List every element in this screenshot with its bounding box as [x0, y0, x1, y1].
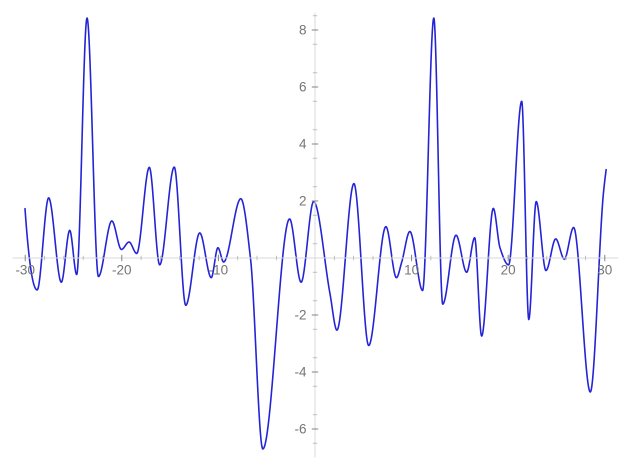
svg-text:10: 10 — [404, 263, 419, 278]
svg-text:-2: -2 — [294, 308, 306, 323]
svg-text:-30: -30 — [15, 263, 35, 278]
svg-text:-20: -20 — [112, 263, 132, 278]
svg-text:-10: -10 — [209, 263, 229, 278]
svg-text:6: 6 — [299, 80, 307, 95]
svg-text:30: 30 — [597, 263, 612, 278]
svg-text:2: 2 — [299, 194, 307, 209]
svg-text:20: 20 — [501, 263, 516, 278]
svg-text:8: 8 — [299, 23, 307, 38]
svg-text:-4: -4 — [294, 365, 306, 380]
svg-text:-6: -6 — [294, 422, 306, 437]
svg-text:4: 4 — [299, 137, 307, 152]
